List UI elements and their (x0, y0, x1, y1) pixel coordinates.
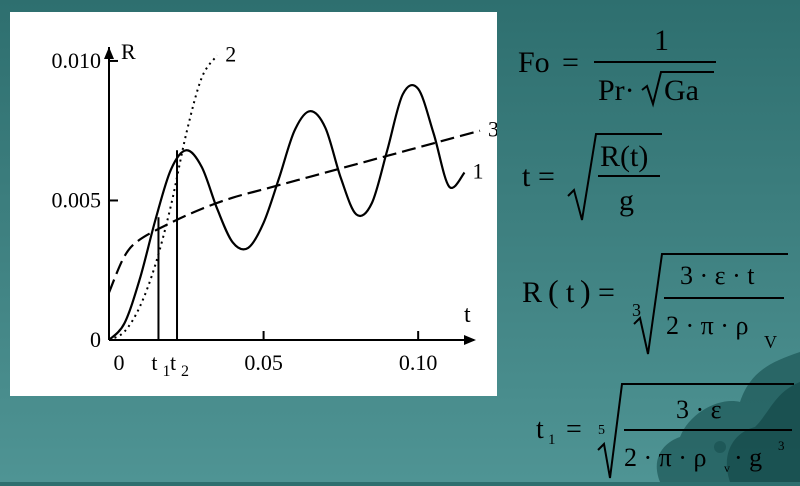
formula-rt-den: 2 · π · ρ (666, 311, 748, 340)
formula-fo-eq: = (562, 46, 579, 79)
formula-t1-den-sub: v (724, 461, 730, 475)
marker-label-sub: 2 (181, 363, 189, 380)
x-axis-arrow (464, 335, 476, 345)
formula-t-den: g (619, 184, 634, 217)
y-axis-arrow (104, 47, 114, 59)
root-sign (597, 383, 794, 479)
x-tick-label: 0.05 (244, 350, 283, 375)
formula-t-lhs: t (522, 160, 531, 193)
y-tick-label: 0 (90, 327, 101, 352)
svg-text:(: ( (548, 273, 559, 309)
sqrt-sign (641, 71, 714, 108)
formula-t-num: R(t) (600, 140, 648, 173)
formula-t1: t 1 = 5 3 · ε 2 · π · ρ v · g 3 (536, 374, 796, 486)
marker-label: t (170, 350, 176, 375)
formula-fo: Fo = 1 Pr· Ga (518, 20, 728, 116)
y-axis-label: R (121, 39, 136, 64)
y-tick-label: 0.005 (52, 187, 102, 212)
series-label-1: 1 (473, 159, 484, 184)
formula-t1-root-index: 5 (598, 423, 605, 438)
x-axis-label: t (464, 302, 471, 328)
root-sign (633, 253, 788, 355)
series-line-3 (107, 129, 481, 293)
formula-fo-num: 1 (654, 24, 669, 57)
formula-t1-num: 3 · ε (676, 395, 722, 424)
formula-t: t = R(t) g (522, 128, 672, 234)
svg-text:): ) (580, 273, 591, 309)
formula-fo-lhs: Fo (518, 46, 550, 79)
series-label-2: 2 (225, 41, 236, 66)
series-line-1 (108, 83, 466, 341)
formula-rt-root-index: 3 (632, 300, 641, 320)
formula-rt-num: 3 · ε · t (680, 261, 755, 290)
formula-t1-den-sup: 3 (778, 438, 785, 453)
formula-rt-lhs: R (522, 276, 542, 309)
formula-t1-den: 2 · π · ρ (624, 443, 706, 472)
marker-label: t (151, 350, 157, 375)
sqrt-sign (567, 133, 662, 221)
x-origin-label: 0 (114, 350, 125, 375)
series-label-3: 3 (488, 117, 497, 142)
formula-t1-eq: = (566, 414, 582, 445)
marker-label-sub: 1 (162, 363, 170, 380)
formula-rt: R ( t ) = 3 3 · ε · t 2 · π · ρ V (522, 250, 792, 366)
formula-rt-arg: t (566, 276, 575, 309)
x-tick-label: 0.10 (399, 350, 438, 375)
formula-t1-den-tail: · g (734, 443, 762, 472)
formula-fo-den-a: Pr· (598, 74, 635, 107)
formula-t1-lhs: t (536, 414, 544, 445)
formula-t1-lhs-sub: 1 (548, 432, 556, 448)
formula-fo-den-b: Ga (664, 74, 699, 107)
y-tick-label: 0.010 (52, 48, 102, 73)
series-line-2 (108, 54, 219, 341)
formula-t-eq: = (538, 160, 555, 193)
formula-rt-eq: = (598, 276, 615, 309)
formula-rt-den-sub: V (764, 332, 777, 352)
